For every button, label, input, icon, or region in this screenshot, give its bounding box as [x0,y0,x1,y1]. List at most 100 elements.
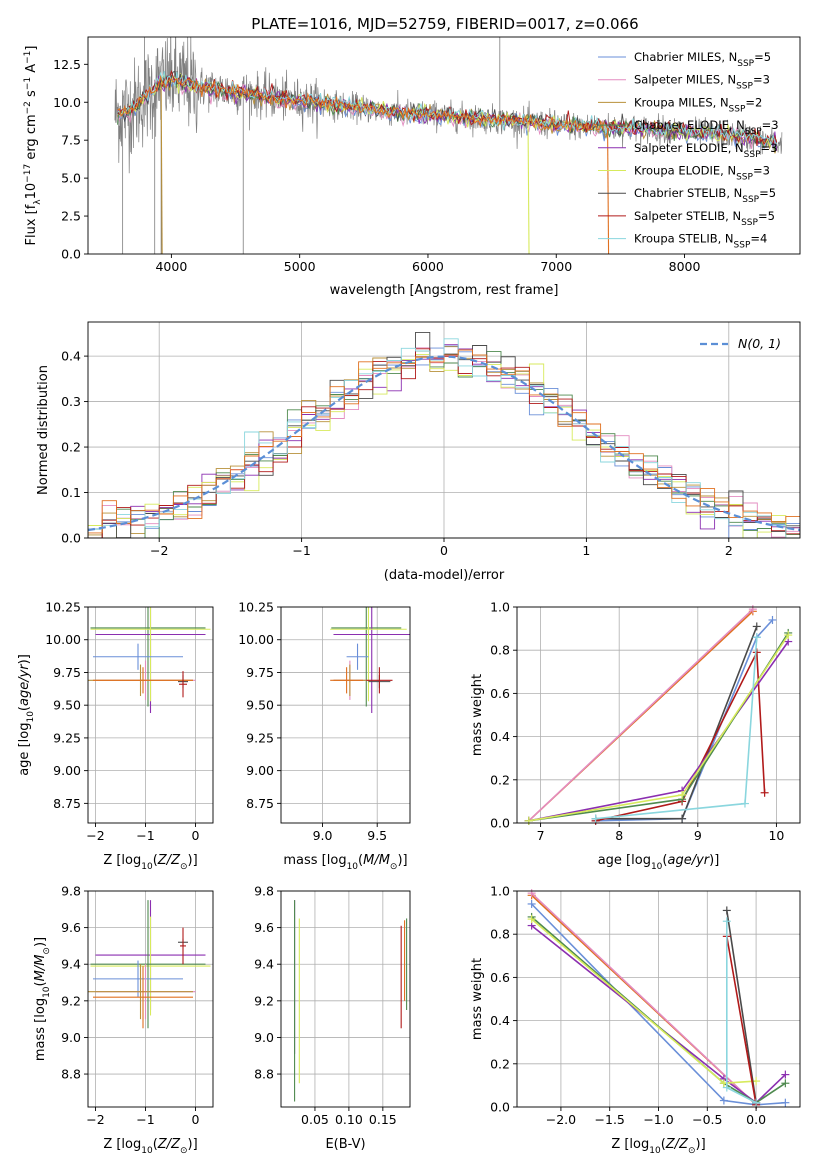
spectrum-xtick-label: 5000 [284,259,316,274]
spectrum-ylabel: Flux [fλ10−17 erg cm−2 s−1 A−1] [23,46,43,246]
mass_vs_Z-ytick-label: 9.0 [61,1030,81,1045]
spectrum-ylabel-part: −2 [23,101,33,114]
legend-label-ce-part: Chabrier ELODIE, N [634,118,745,132]
spectrum-xtick-label: 4000 [155,259,187,274]
age_vs_mass-ytick-label: 10.00 [238,632,274,647]
legend-label-km: Kroupa MILES, NSSP=2 [634,95,762,114]
weight_vs_age-ylabel: mass weight [470,674,485,756]
weight_vs_Z-line-se [531,924,786,1104]
spectrum-ylabel-part: Flux [f [24,204,39,245]
age_vs_Z-ytick-label: 10.25 [45,600,81,615]
residuals-xlabel: (data-model)/error [384,568,505,583]
weight_vs_Z-ytick-label: 0.0 [490,1100,510,1115]
legend-label-sm: Salpeter MILES, NSSP=3 [634,73,770,92]
spectrum-ylabel-part: −1 [23,77,33,90]
residuals-xtick-label: 2 [725,543,733,558]
mass_vs_Z-content [88,900,211,1029]
legend-label-ke-part: Kroupa ELODIE, N [634,164,736,178]
residuals-ytick-label: 0.3 [61,394,81,409]
mass_vs_ebv-ytick-label: 9.8 [254,884,274,899]
mass_vs_ebv-axis-decor: 0.05 0.10 0.15 8.8 9.0 9.2 9.4 9.6 9.8 [254,884,411,1127]
legend-label-ks: Kroupa STELIB, NSSP=4 [634,232,767,251]
legend-label-cm: Chabrier MILES, NSSP=5 [634,50,771,69]
age_vs_mass-xlabel-part: ( [358,853,363,868]
mass_vs_Z-ylabel-part: )] [33,937,48,947]
weight_vs_Z-axis-decor: −2.0 −1.5 −1.0 −0.5 0.0 0.0 0.2 0.4 0.6 0.8 1.0 [490,884,801,1127]
mass_vs_Z-ytick-label: 9.2 [61,993,81,1008]
weight_vs_Z-line-cs [726,910,757,1103]
weight_vs_age-line-sm [528,608,754,822]
mass_vs_Z-frame [87,890,214,1108]
weight_vs_Z-ytick-label: 0.8 [490,927,510,942]
residuals-hist-ke [88,353,800,538]
legend-label-sm-part: SSP [736,82,753,92]
residuals-hist-orange [88,349,800,538]
age_vs_mass-ytick-label: 9.25 [246,730,274,745]
mass_vs_Z-xlabel: Z [log10(Z/Z⊙)] [103,1137,197,1156]
weight_vs_age-xlabel-part: ( [662,853,667,868]
mass_vs_ebv-xtick-label: 0.05 [301,1112,329,1127]
mass_vs_ebv-xtick-label: 0.10 [335,1112,363,1127]
spectrum-xtick-label: 6000 [412,259,444,274]
weight_vs_Z-xtick-label: −2.0 [546,1112,576,1127]
age_vs_mass-content [330,607,410,714]
weight_vs_age-ytick-label: 1.0 [490,600,510,615]
weight_vs_Z-xtick-label: −1.5 [595,1112,625,1127]
age_vs_Z-content [88,607,211,714]
weight_vs_age-xlabel-part: age [log [598,853,651,868]
weight_vs_Z-xtick-label: −0.5 [692,1112,722,1127]
weight_vs_age-axes [517,606,800,824]
age_vs_mass-xlabel-part: mass [log [283,853,346,868]
legend-label-se-part: Salpeter ELODIE, N [634,141,744,155]
spectrum-ylabel-part: 10 [24,183,39,200]
spectrum-ytick-label: 10.0 [53,95,81,110]
weight_vs_Z-line-ss [726,936,757,1105]
legend-label-km-part: SSP [729,104,746,114]
weight_vs_Z-xlabel: Z [log10(Z/Z⊙)] [611,1137,705,1156]
legend-label-ke-part: =3 [753,164,770,178]
residuals-ytick-label: 0.2 [61,440,81,455]
spectrum-axis-decor: 4000 5000 6000 7000 8000 0.0 2.5 5.0 7.5 10.0 12.5 [53,36,801,274]
weight_vs_age-xtick-label: 8 [615,828,623,843]
residuals-ylabel: Normed distribution [36,365,51,495]
age_vs_mass-xlabel-part: 10 [347,862,359,872]
legend-label-sm-part: =3 [753,73,770,87]
mass_vs_Z-ylabel-part: M/M [33,955,48,982]
legend-label-cs-part: =5 [759,186,776,200]
weight_vs_Z-xlabel-part: ⊙ [688,1146,696,1156]
age_vs_Z-xlabel-part: 10 [141,862,153,872]
mass_vs_ebv-frame [280,890,411,1108]
weight_vs_Z-xlabel-part: )] [696,1137,706,1152]
mass_vs_ebv-xtick-label: 0.15 [369,1112,397,1127]
weight_vs_age-xlabel-part: 10 [651,862,663,872]
legend-label-cm-part: SSP [737,59,754,69]
age_vs_Z-xlabel: Z [log10(Z/Z⊙)] [103,853,197,872]
mass_vs_Z-ytick-label: 9.6 [61,920,81,935]
weight_vs_age-xlabel-part: )] [709,853,719,868]
age_vs_Z-xtick-label: −2 [86,828,104,843]
legend-label-ss-part: SSP [741,218,758,228]
mass_vs_Z-ylabel: mass [log10(M/M⊙)] [33,937,52,1061]
weight_vs_Z-xtick-label: −1.0 [643,1112,673,1127]
weight_vs_age-ytick-label: 0.2 [490,772,510,787]
mass_vs_Z-ylabel-part: 10 [42,986,52,998]
age_vs_mass-ytick-label: 9.50 [246,698,274,713]
residuals-hist-ce [88,350,800,538]
legend-label-ks-part: Kroupa STELIB, N [634,232,734,246]
weight_vs_Z-xlabel-part: Z/Z [665,1137,689,1152]
spectrum-xtick-label: 7000 [540,259,572,274]
mass_vs_Z-xlabel-part: ( [153,1137,158,1152]
age_vs_mass-ytick-label: 10.25 [238,600,274,615]
legend-label-km-part: =2 [745,95,762,109]
spectrum-ylabel-part: −1 [23,51,33,64]
mass_vs_ebv-plot-area [281,891,410,1107]
age_vs_Z-ylabel-part: ( [17,706,32,711]
legend-label-ss: Salpeter STELIB, NSSP=5 [634,209,775,228]
spectrum-ylabel-part: erg cm [24,114,39,163]
legend-label-sm-part: Salpeter MILES, N [634,73,736,87]
weight_vs_age-plot-area [517,607,800,823]
age_vs_Z-ylabel-part: age/yr [17,663,32,706]
mass_vs_Z-xlabel-part: Z/Z [157,1137,181,1152]
weight_vs_age-ytick-label: 0.4 [490,729,510,744]
spectrum-ytick-label: 0.0 [61,247,81,262]
